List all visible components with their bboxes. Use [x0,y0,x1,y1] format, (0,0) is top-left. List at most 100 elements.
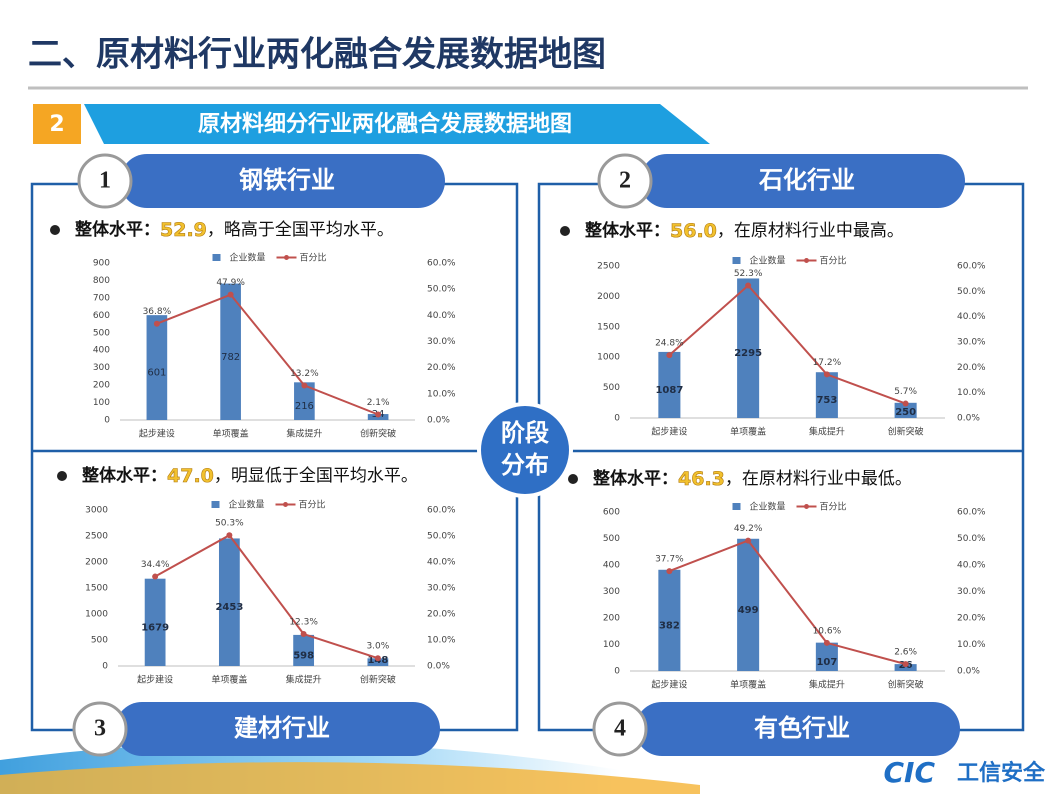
legend-label: 企业数量 [230,252,266,264]
y-tick-label: 200 [93,381,110,391]
legend-label: 百分比 [299,499,326,511]
panel-name: 钢铁行业 [239,166,335,194]
summary-text: ，在原材料行业中最高。 [717,221,904,241]
line-value-label: 12.3% [289,618,318,628]
legend-swatch [732,503,741,510]
page-title: 二、原材料行业两化融合发展数据地图 [28,35,606,75]
bar-value-label: 601 [147,368,166,379]
legend-marker [804,258,809,263]
y-tick-label: 0 [102,662,108,672]
bar-value-label: 2453 [215,602,243,613]
legend-label: 企业数量 [229,499,265,511]
summary: 整体水平：46.3，在原材料行业中最低。 [593,468,912,490]
x-tick-label: 创新突破 [888,426,924,438]
y-tick-label: 1000 [85,610,108,620]
y2-tick-label: 50.0% [957,287,986,297]
y2-tick-label: 60.0% [957,508,986,518]
line-marker [745,537,752,544]
summary: 整体水平：52.9，略高于全国平均水平。 [75,219,394,241]
y2-tick-label: 60.0% [427,506,456,516]
bar [294,382,315,420]
summary-text: ，略高于全国平均水平。 [207,220,394,240]
y-tick-label: 100 [93,398,110,408]
y-tick-label: 0 [614,667,620,677]
line [669,539,906,666]
y2-tick-label: 60.0% [957,262,986,272]
legend-swatch [732,257,741,264]
y-tick-label: 500 [603,534,620,544]
score: 46.3 [678,468,725,490]
bar-value-label: 598 [293,650,314,661]
y-tick-label: 300 [93,363,110,373]
y2-tick-label: 40.0% [427,311,456,321]
center-label: 分布 [501,451,549,479]
line-value-label: 47.9% [216,278,245,288]
bar [737,278,760,418]
line-marker [902,400,909,407]
y2-tick-label: 60.0% [427,259,456,269]
bar-value-label: 2295 [734,348,762,359]
panel-number-badge [592,701,648,757]
summary-label: 整体水平： [593,468,678,489]
line-value-label: 24.8% [655,339,684,349]
y-tick-label: 300 [603,587,620,597]
y-tick-label: 0 [104,416,110,426]
line-value-label: 37.7% [655,555,684,565]
line-value-label: 2.1% [367,398,390,408]
summary-label: 整体水平： [82,465,167,486]
line-value-label: 49.2% [734,524,763,534]
line [668,284,906,405]
y2-tick-label: 50.0% [957,534,986,544]
y2-tick-label: 10.0% [957,640,986,650]
y-tick-label: 2000 [597,292,620,302]
y-tick-label: 2500 [85,532,108,542]
line [154,533,379,660]
wave-accent [0,762,700,794]
panel-header [635,702,960,756]
y2-tick-label: 0.0% [427,662,450,672]
line-marker [823,639,830,646]
bar [658,569,681,671]
bar-value-label: 1087 [655,385,683,396]
line-marker [375,411,382,418]
center-badge [477,402,573,498]
y-tick-label: 200 [603,614,620,624]
panel-header [120,154,445,208]
bullet [568,474,578,484]
bar [293,634,315,666]
legend-swatch [211,501,220,508]
panel-number-badge [597,153,653,209]
y2-tick-label: 50.0% [427,532,456,542]
chart-background [70,496,467,692]
section-badge [33,104,81,144]
y-tick-label: 1500 [597,322,620,332]
y-tick-label: 2500 [597,262,620,272]
line-value-label: 36.8% [143,307,172,317]
y-tick-label: 3000 [85,506,108,516]
summary: 整体水平：47.0，明显低于全国平均水平。 [82,465,418,487]
line-value-label: 52.3% [734,269,763,279]
summary-label: 整体水平： [585,220,670,241]
y-tick-label: 900 [93,259,110,269]
y-tick-label: 400 [93,346,110,356]
y2-tick-label: 40.0% [957,312,986,322]
line-marker [152,573,159,580]
y2-tick-label: 0.0% [427,416,450,426]
line-marker [823,371,830,378]
panel-name: 石化行业 [758,166,855,194]
line-marker [666,352,673,359]
legend-swatch [212,254,221,261]
y-tick-label: 600 [603,508,620,518]
x-tick-label: 起步建设 [137,674,173,686]
y-tick-label: 500 [603,383,620,393]
x-tick-label: 集成提升 [286,428,322,440]
y-tick-label: 0 [614,414,620,424]
line-marker [301,382,308,389]
bar [220,283,241,420]
bar-value-label: 250 [895,407,916,418]
panel-header [115,702,440,756]
chart-background [582,252,997,444]
line-value-label: 17.2% [813,358,842,368]
legend-label: 百分比 [820,501,847,513]
y-tick-label: 600 [93,311,110,321]
